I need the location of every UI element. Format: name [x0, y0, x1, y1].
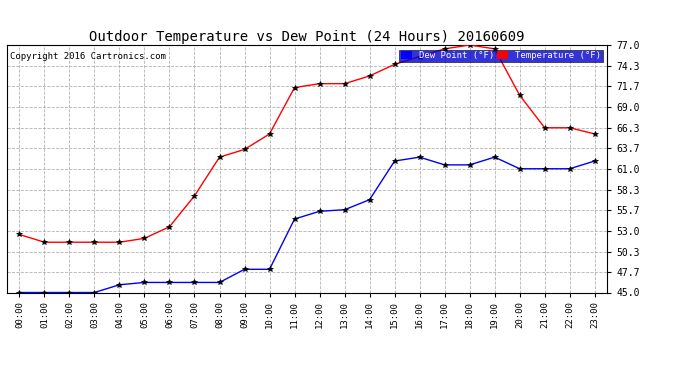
- Legend: Dew Point (°F), Temperature (°F): Dew Point (°F), Temperature (°F): [399, 50, 602, 62]
- Text: Copyright 2016 Cartronics.com: Copyright 2016 Cartronics.com: [10, 53, 166, 62]
- Title: Outdoor Temperature vs Dew Point (24 Hours) 20160609: Outdoor Temperature vs Dew Point (24 Hou…: [89, 30, 525, 44]
